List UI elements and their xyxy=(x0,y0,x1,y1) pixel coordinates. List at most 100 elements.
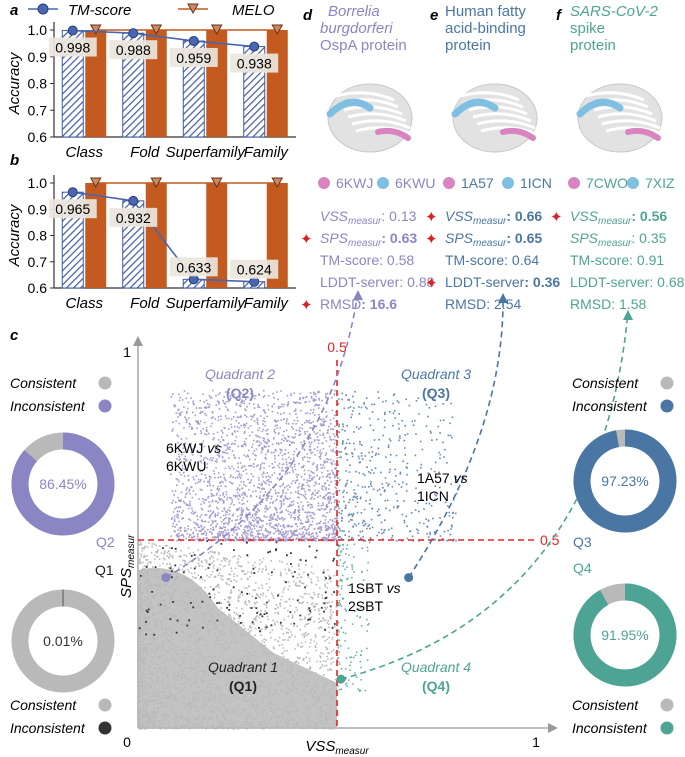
x-tick-label-b: Family xyxy=(244,295,290,312)
protein-title-f: SARS-CoV-2 xyxy=(570,3,658,20)
metric-e: TM-score: 0.64 xyxy=(445,252,539,268)
melo-marker-b xyxy=(150,177,163,189)
donut-legend-label-q1-consistent: Consistent xyxy=(10,697,77,713)
quadrant-short-2: (Q2) xyxy=(226,385,254,401)
donut-center-q2: 86.45% xyxy=(39,476,86,492)
structure-strand-d xyxy=(347,112,407,123)
bar-chart-a: 0.6 0.7 0.8 0.9 1.0 Accuracy Class Fold Superfam… xyxy=(6,22,296,161)
quadrant-label-4: Quadrant 4 xyxy=(401,659,471,675)
metric-d: LDDT-server: 0.88 xyxy=(320,274,435,290)
pdb-label-d: 6KWU xyxy=(395,175,435,191)
donut-legend-label-q2-inconsistent: Inconsistent xyxy=(10,398,86,414)
x-axis-label: VSSmeasur xyxy=(305,738,369,757)
quadrant-label-1: Quadrant 1 xyxy=(208,659,278,675)
donut-legend-dot-q1-consistent xyxy=(98,698,112,712)
melo-marker-a xyxy=(271,24,284,36)
pdb-dot-blue-e xyxy=(502,177,514,189)
x-tick-label-b: Fold xyxy=(130,295,160,312)
tm-marker-a xyxy=(249,41,260,52)
star-icon: ✦ xyxy=(300,297,313,314)
highlight-point-2 xyxy=(336,674,346,684)
x-tick-label-a: Family xyxy=(244,144,290,161)
protein-title-e: acid-binding xyxy=(445,20,526,37)
threshold-label-x: 0.5 xyxy=(327,339,347,355)
metric-f: SPSmeasur: 0.35 xyxy=(570,230,667,249)
melo-marker-a xyxy=(210,24,223,36)
melo-bar-b xyxy=(145,183,167,288)
protein-title-f: protein xyxy=(570,37,616,54)
panel-label-c: c xyxy=(10,327,19,344)
bar-legend: TM-score MELO xyxy=(28,2,275,19)
y-tick-label-a: 0.6 xyxy=(28,129,48,145)
data-label-bg-b xyxy=(169,257,218,277)
data-label-bg-b xyxy=(109,207,158,227)
structure-strand-f xyxy=(597,112,657,123)
tm-marker-a xyxy=(67,25,78,36)
donut-legend-dot-q2-inconsistent xyxy=(98,399,112,413)
data-label-bg-a xyxy=(48,37,97,57)
highlight-point-0 xyxy=(161,573,171,583)
x-axis-arrow xyxy=(548,723,558,733)
y-tick-label-a: 1.0 xyxy=(28,22,48,38)
quadrant-label-3: Quadrant 3 xyxy=(401,366,471,382)
donut-legend-label-q3-inconsistent: Inconsistent xyxy=(572,398,648,414)
pdb-dot-pink-f xyxy=(568,177,580,189)
y-tick-label-b: 0.9 xyxy=(28,201,48,217)
panel-label-d: d xyxy=(303,7,313,24)
highlight-label2-2: 2SBT xyxy=(348,598,383,614)
melo-marker-a xyxy=(150,24,163,36)
structure-pink-e xyxy=(500,127,536,141)
donut-center-q1: 0.01% xyxy=(43,633,83,649)
pdb-label-d: 6KWJ xyxy=(336,175,373,191)
legend-tm-marker xyxy=(37,3,49,15)
data-label-a: 0.988 xyxy=(116,42,151,58)
y-axis-label-b: Accuracy xyxy=(6,203,23,267)
data-label-bg-a xyxy=(109,40,158,60)
y-axis-arrow xyxy=(133,336,143,346)
structure-strand-d xyxy=(335,91,395,102)
structure-blue-e xyxy=(451,98,499,118)
tm-marker-a xyxy=(128,28,139,39)
x-tick-label-a: Superfamily xyxy=(166,144,247,161)
structure-strand-e xyxy=(476,119,536,130)
data-label-a: 0.938 xyxy=(237,56,272,72)
y-tick-label-b: 0.6 xyxy=(28,280,48,296)
legend-melo-label: MELO xyxy=(232,2,275,19)
donut-legend-dot-q4-inconsistent xyxy=(660,721,674,735)
y-tick-label-b: 0.8 xyxy=(28,228,48,244)
data-label-b: 0.965 xyxy=(55,201,90,217)
star-icon: ✦ xyxy=(425,231,438,248)
y-tick-label-b: 1.0 xyxy=(28,175,48,191)
highlight-arrowhead-1 xyxy=(498,293,508,303)
quadrant-short-4: (Q4) xyxy=(422,678,450,694)
y-tick-label-1: 1 xyxy=(123,344,131,360)
metric-d: RMSD: 16.6 xyxy=(320,296,397,312)
highlight-point-1 xyxy=(404,573,414,583)
legend-melo-marker xyxy=(187,3,199,15)
data-label-bg-b xyxy=(230,259,279,279)
pdb-dot-blue-f xyxy=(627,177,639,189)
quadrant-label-2: Quadrant 2 xyxy=(205,366,275,382)
y-axis-label-a: Accuracy xyxy=(6,51,23,115)
donut-arc-q2 xyxy=(11,432,115,536)
data-label-bg-a xyxy=(230,53,279,73)
protein-title-d: burgdorferi xyxy=(320,20,393,37)
highlight-arrowhead-2 xyxy=(623,310,633,320)
x-tick-label-a: Class xyxy=(65,144,103,161)
tm-line-a xyxy=(72,29,255,48)
star-icon: ✦ xyxy=(550,209,563,226)
metric-f: LDDT-server: 0.68 xyxy=(570,274,685,290)
scatter-plot: 0.5 0.5 0 1 1 VSSmeasur SPSmeasur Quadrant 1 (Q1… xyxy=(118,290,633,757)
y-tick-label-a: 0.8 xyxy=(28,76,48,92)
structure-strand-e xyxy=(472,112,532,123)
metric-d: TM-score: 0.58 xyxy=(320,252,414,268)
legend-tm-label: TM-score xyxy=(68,2,131,19)
q2-points xyxy=(170,389,339,542)
donut-legend-label-q2-consistent: Consistent xyxy=(10,375,77,391)
donut-legend-label-q3-consistent: Consistent xyxy=(572,375,639,391)
data-label-b: 0.932 xyxy=(116,210,151,226)
donut-center-q3: 97.23% xyxy=(601,473,648,489)
highlight-label2-1: 1ICN xyxy=(417,488,449,504)
donut-name-q2: Q2 xyxy=(96,534,115,550)
protein-title-e: Human fatty xyxy=(445,3,526,20)
